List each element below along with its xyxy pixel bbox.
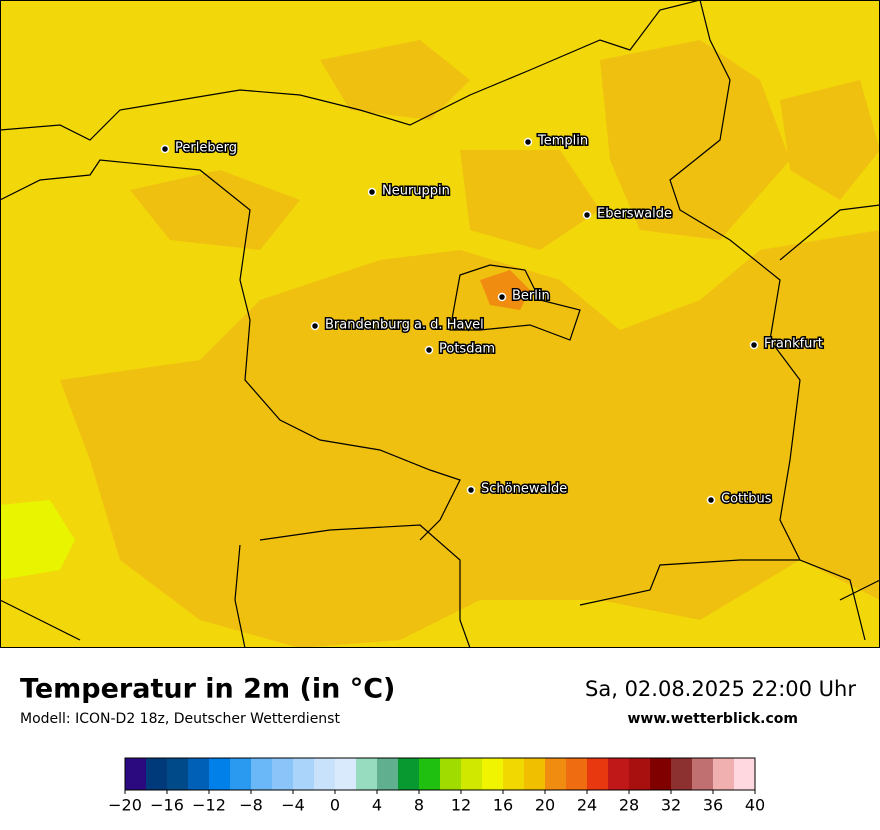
cool-area: [0, 500, 75, 580]
color-band: [608, 758, 630, 790]
city-label: Templin: [537, 134, 588, 149]
city-label: Brandenburg a. d. Havel: [325, 318, 484, 333]
city-dot: [582, 210, 592, 220]
color-band: [230, 758, 252, 790]
tick-label: −12: [192, 796, 226, 815]
color-band: [461, 758, 483, 790]
color-band: [692, 758, 714, 790]
subtitle: Modell: ICON-D2 18z, Deutscher Wetterdie…: [20, 711, 340, 727]
color-band: [272, 758, 294, 790]
tick-label: 28: [619, 796, 639, 815]
tick-label: 20: [535, 796, 555, 815]
city-dot: [367, 187, 377, 197]
color-band: [650, 758, 672, 790]
tick-label: −4: [281, 796, 305, 815]
city-label: Eberswalde: [597, 207, 672, 222]
tick-label: −20: [108, 796, 142, 815]
color-band: [377, 758, 399, 790]
color-band: [398, 758, 420, 790]
color-band: [146, 758, 168, 790]
city-label: Berlin: [512, 289, 550, 304]
color-band: [125, 758, 147, 790]
city-label: Cottbus: [721, 492, 772, 507]
color-band: [167, 758, 189, 790]
colorbar-frame: [124, 757, 756, 791]
color-band: [356, 758, 378, 790]
color-band: [629, 758, 651, 790]
color-band: [335, 758, 357, 790]
color-band: [251, 758, 273, 790]
color-band: [482, 758, 504, 790]
city-label: Potsdam: [439, 342, 495, 357]
color-band: [671, 758, 693, 790]
color-band: [524, 758, 546, 790]
color-band: [587, 758, 609, 790]
tick-label: −8: [239, 796, 263, 815]
color-band: [713, 758, 735, 790]
city-dot: [706, 495, 716, 505]
city-dot: [424, 345, 434, 355]
city-label: Schönewalde: [481, 482, 567, 497]
city-dot: [523, 137, 533, 147]
tick-label: 24: [577, 796, 597, 815]
tick-label: 8: [414, 796, 424, 815]
title: Temperatur in 2m (in °C): [20, 674, 395, 705]
borders: [0, 0, 880, 649]
tick-label: 4: [372, 796, 382, 815]
tick-label: 12: [451, 796, 471, 815]
tick-label: −16: [150, 796, 184, 815]
datetime: Sa, 02.08.2025 22:00 Uhr: [585, 677, 856, 701]
color-band: [293, 758, 315, 790]
color-band: [188, 758, 210, 790]
tick-label: 40: [745, 796, 765, 815]
tick-label: 0: [330, 796, 340, 815]
city-dot: [310, 321, 320, 331]
website: www.wetterblick.com: [628, 711, 799, 727]
color-band: [419, 758, 441, 790]
tick-label: 16: [493, 796, 513, 815]
city-dot: [497, 292, 507, 302]
color-band: [545, 758, 567, 790]
city-dot: [749, 340, 759, 350]
berlin-warm: [480, 270, 530, 310]
city-label: Frankfurt: [764, 337, 823, 352]
color-band: [566, 758, 588, 790]
colorbar: −20 −16 −12 −8 −4 0 4 8 12 16 20 24 28 32 36 40: [108, 757, 765, 815]
color-band: [440, 758, 462, 790]
city-dot: [160, 144, 170, 154]
color-band: [314, 758, 336, 790]
color-band: [734, 758, 756, 790]
color-band: [209, 758, 231, 790]
city-dot: [466, 485, 476, 495]
map: Perleberg Templin Neuruppin Eberswalde Berli…: [0, 0, 880, 649]
tick-label: 36: [703, 796, 723, 815]
city-label: Perleberg: [175, 141, 237, 156]
warm-areas: [60, 40, 880, 648]
cities: Perleberg Templin Neuruppin Eberswalde Berli…: [160, 132, 824, 508]
tick-label: 32: [661, 796, 681, 815]
city-label: Neuruppin: [382, 184, 450, 199]
color-band: [503, 758, 525, 790]
